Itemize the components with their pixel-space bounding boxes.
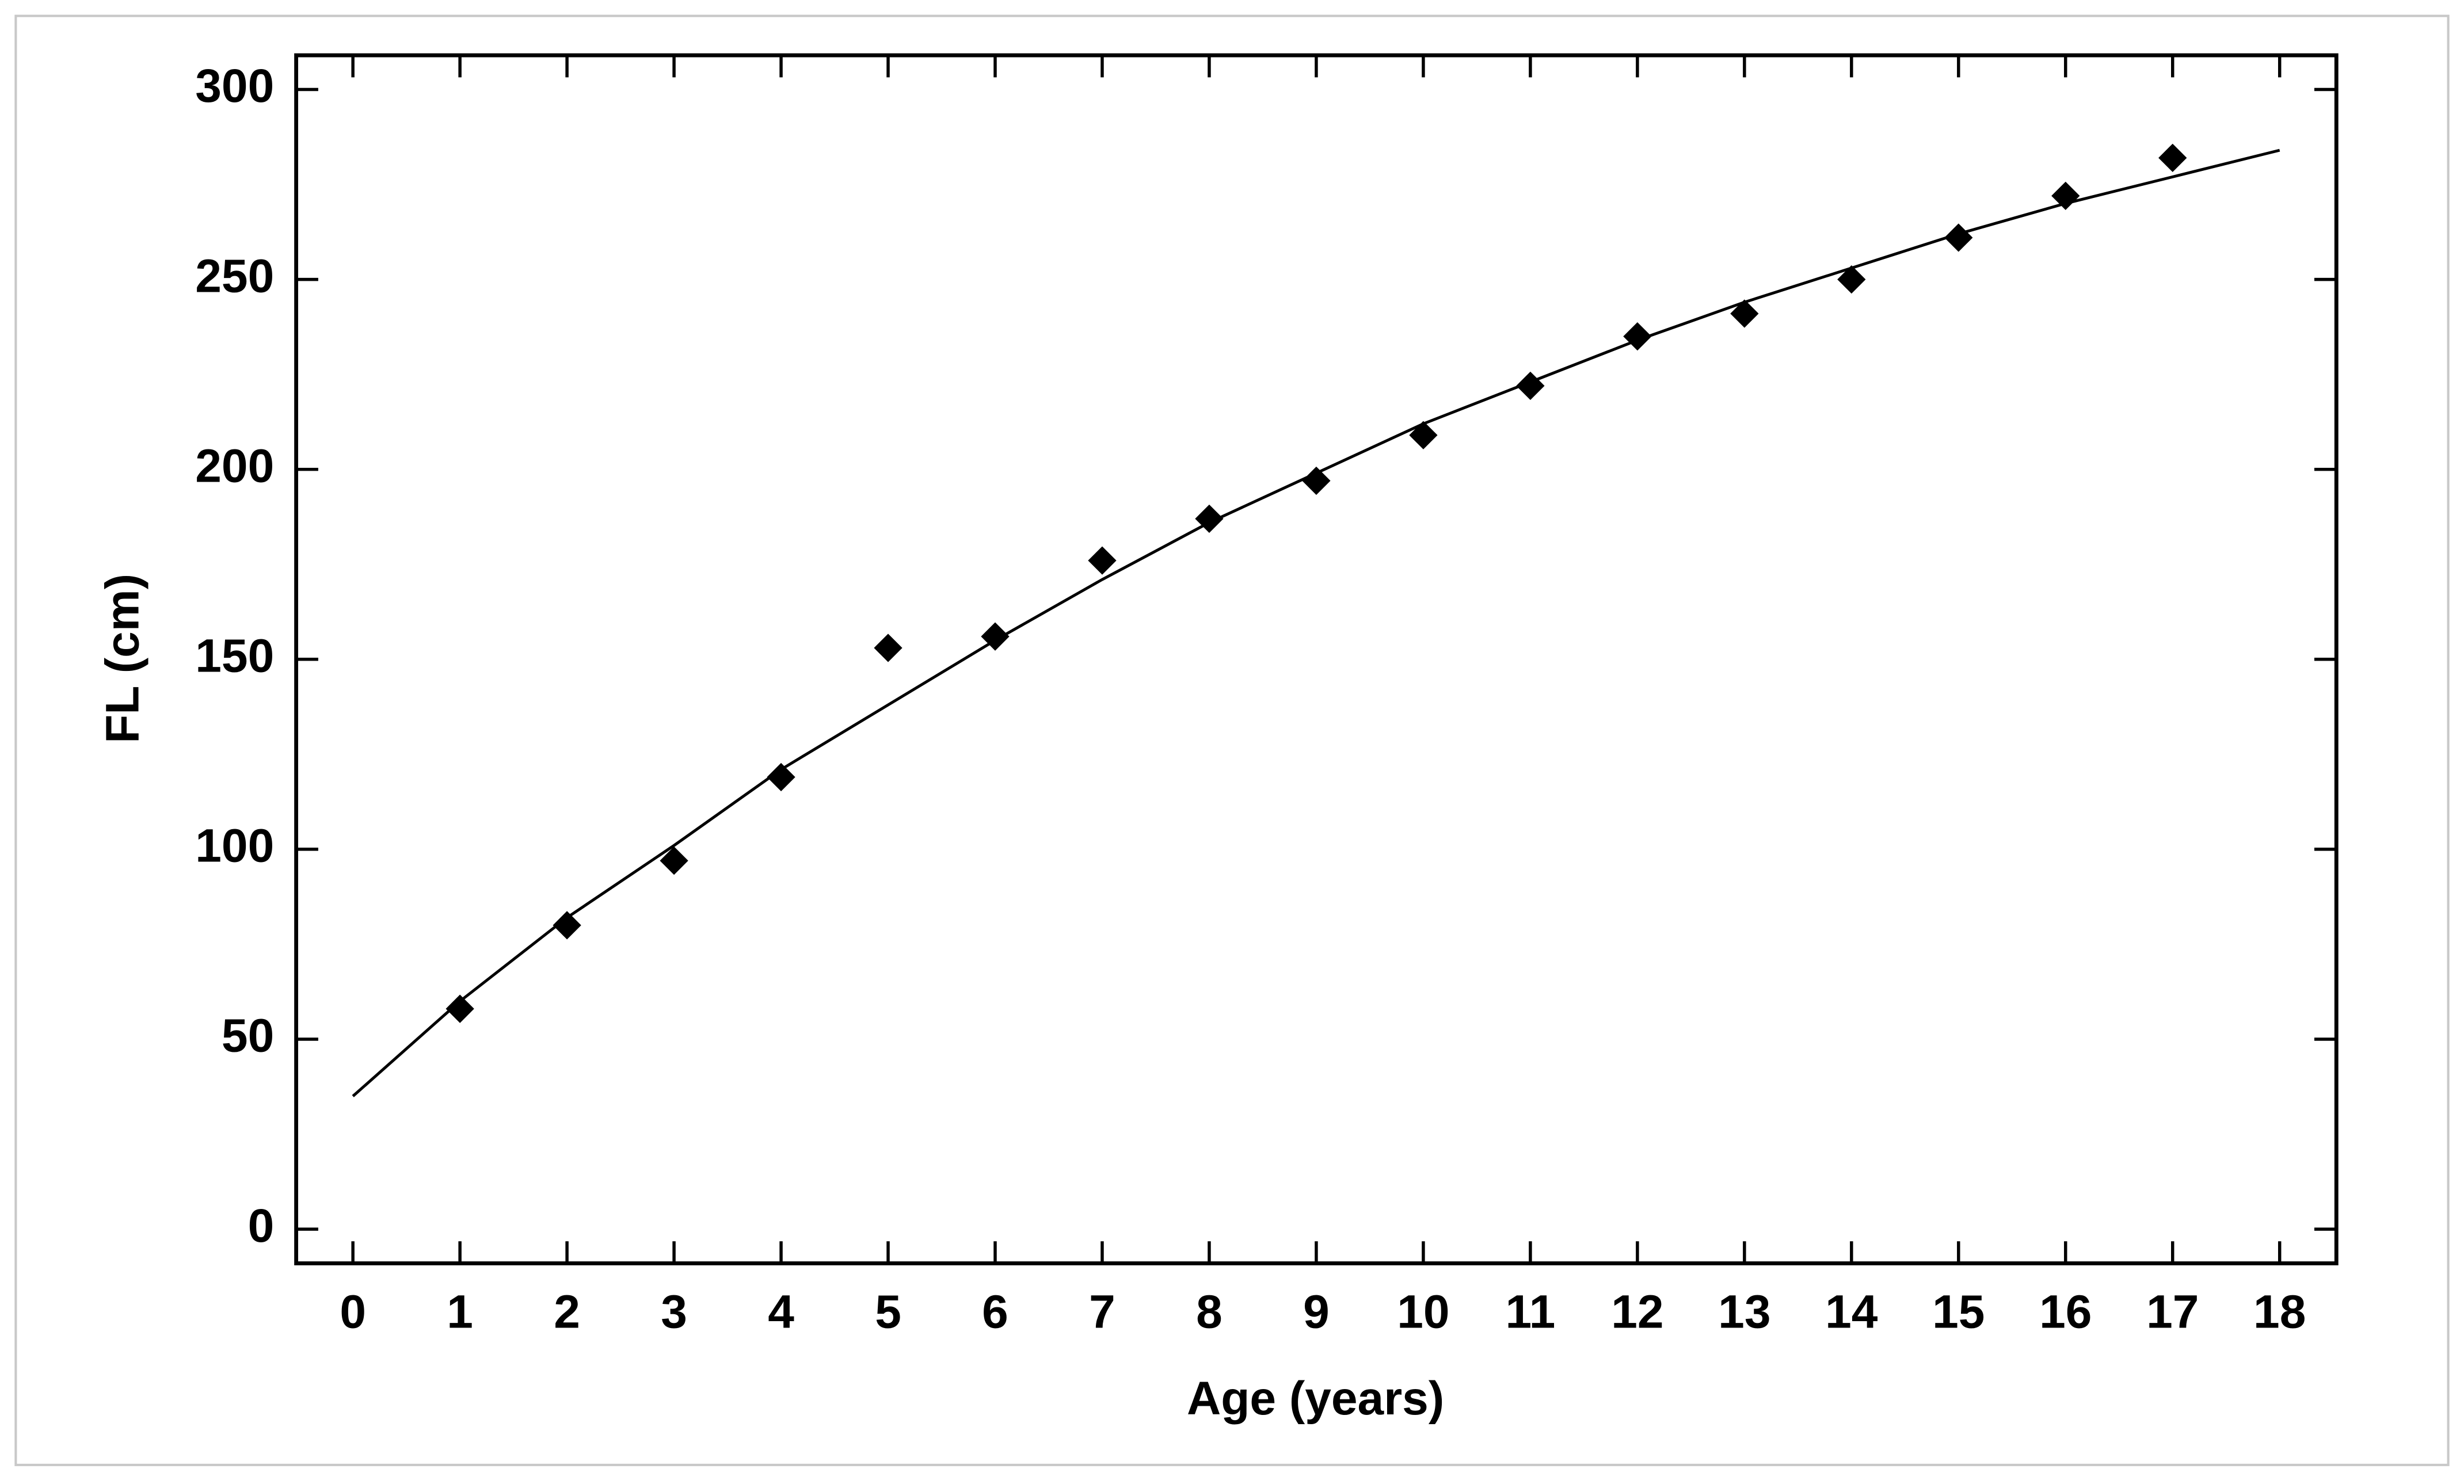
x-axis-label: Age (years) bbox=[1187, 1372, 1444, 1425]
frame bbox=[14, 14, 2450, 1466]
x-tick-label: 16 bbox=[2039, 1286, 2092, 1338]
x-tick-label: 15 bbox=[1932, 1286, 1985, 1338]
x-tick-label: 7 bbox=[1089, 1286, 1115, 1338]
point bbox=[2158, 143, 2187, 172]
x-tick-label: 17 bbox=[2146, 1286, 2199, 1338]
y-tick-label: 100 bbox=[195, 820, 274, 872]
y-tick-label: 150 bbox=[195, 630, 274, 682]
x-tick-label: 11 bbox=[1505, 1286, 1555, 1338]
point bbox=[1837, 265, 1866, 294]
x-tick-label: 9 bbox=[1303, 1286, 1330, 1338]
point bbox=[767, 762, 795, 792]
fit-line bbox=[352, 148, 2280, 1097]
y-tick-label: 300 bbox=[195, 60, 274, 112]
y-tick-label: 0 bbox=[248, 1200, 275, 1252]
y-tick-label: 50 bbox=[222, 1010, 274, 1062]
x-tick-label: 12 bbox=[1611, 1286, 1663, 1338]
point bbox=[1088, 546, 1117, 575]
x-tick-label: 8 bbox=[1196, 1286, 1223, 1338]
x-tick-label: 4 bbox=[768, 1286, 794, 1338]
x-tick-label: 0 bbox=[340, 1286, 366, 1338]
point bbox=[445, 994, 474, 1023]
x-tick-label: 1 bbox=[447, 1286, 473, 1338]
x-tick-label: 13 bbox=[1718, 1286, 1770, 1338]
x-tick-label: 14 bbox=[1825, 1286, 1878, 1338]
x-tick-label: 2 bbox=[554, 1286, 580, 1338]
x-tick-label: 3 bbox=[661, 1286, 687, 1338]
y-tick-label: 200 bbox=[195, 440, 274, 492]
y-tick-label: 250 bbox=[195, 250, 274, 302]
point bbox=[660, 846, 688, 875]
x-tick-label: 18 bbox=[2253, 1286, 2306, 1338]
y-axis-label: FL (cm) bbox=[97, 574, 149, 743]
x-tick-label: 5 bbox=[875, 1286, 901, 1338]
x-tick-label: 10 bbox=[1397, 1286, 1449, 1338]
x-tick-label: 6 bbox=[982, 1286, 1008, 1338]
